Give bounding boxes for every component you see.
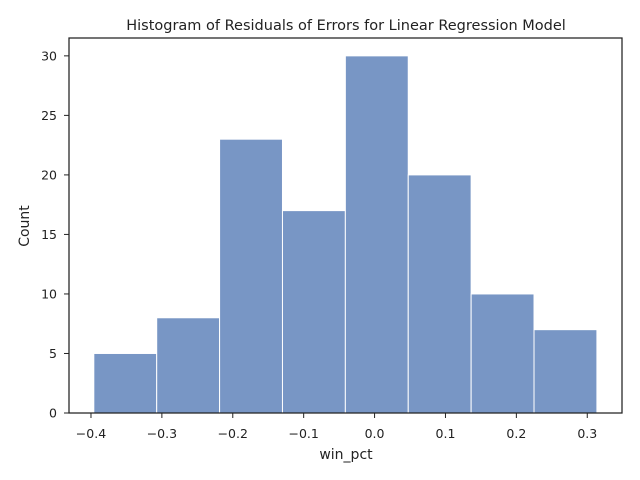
y-tick-label: 30 [41,48,57,63]
x-tick-label: 0.2 [506,426,526,441]
histogram-bar [344,55,409,414]
y-ticks: 0 5 10 15 20 25 30 [41,48,69,421]
y-axis-label: Count [17,205,33,247]
y-tick-label: 25 [41,108,57,123]
y-tick-label: 10 [41,286,57,301]
histogram-bar [470,293,535,414]
histogram-bar [281,210,346,414]
x-tick-label: −0.4 [76,426,106,441]
x-tick-label: 0.1 [436,426,456,441]
bars-group [93,55,598,414]
x-tick-label: −0.1 [288,426,318,441]
histogram-bar [219,138,283,414]
y-tick-label: 15 [41,227,57,242]
x-tick-label: 0.3 [577,426,597,441]
x-tick-label: −0.2 [218,426,248,441]
histogram-bar [407,174,472,414]
histogram-bar [93,352,158,414]
y-tick-label: 20 [41,167,57,182]
y-tick-label: 0 [49,406,57,421]
y-tick-label: 5 [49,346,57,361]
x-axis-label: win_pct [319,447,373,463]
chart-title: Histogram of Residuals of Errors for Lin… [126,18,566,34]
histogram-bar [533,329,598,414]
histogram-bar [156,317,221,414]
x-ticks: −0.4 −0.3 −0.2 −0.1 0.0 0.1 0.2 0.3 [76,413,597,441]
x-tick-label: −0.3 [147,426,177,441]
plot-frame [68,37,623,414]
x-tick-label: 0.0 [365,426,385,441]
